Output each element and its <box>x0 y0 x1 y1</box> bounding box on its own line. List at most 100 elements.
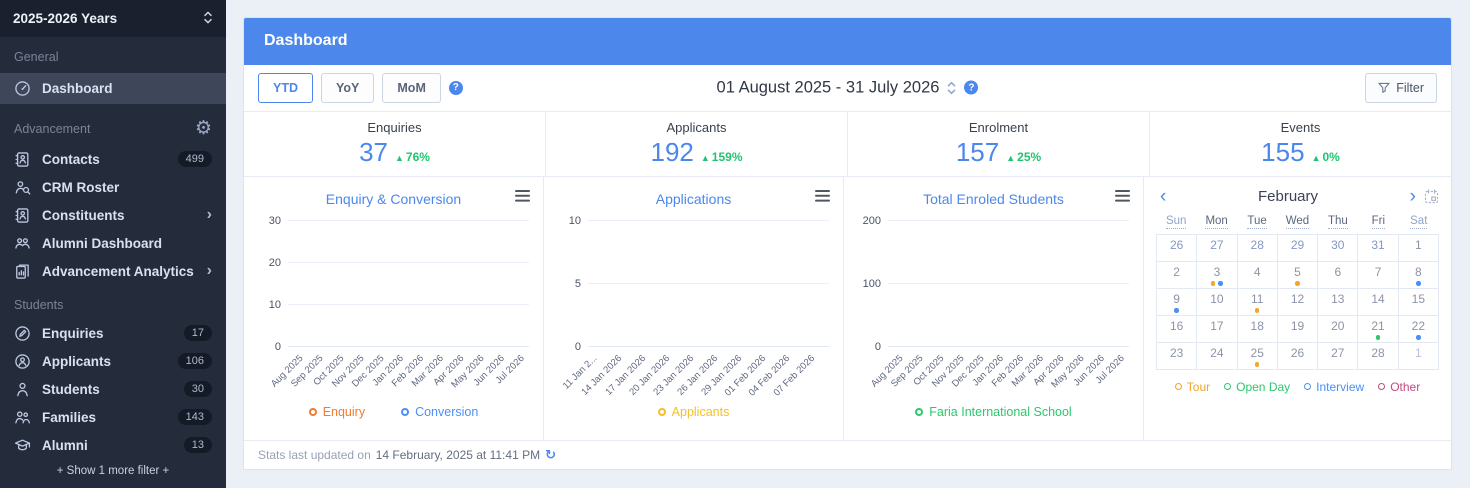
calendar-day-cell[interactable]: 1 <box>1398 342 1439 370</box>
gridline <box>588 219 829 221</box>
y-axis-tick-label: 5 <box>574 277 581 290</box>
sidebar: 2025-2026 Years General Dashboard Advancem… <box>0 0 226 488</box>
calendar-day-cell[interactable]: 10 <box>1197 288 1238 316</box>
calendar-day-cell[interactable]: 7 <box>1358 261 1399 289</box>
calendar-day-cell[interactable]: 21 <box>1358 315 1399 343</box>
sidebar-item-advancement-analytics[interactable]: Advancement Analytics › <box>0 257 226 285</box>
calendar-day-cell[interactable]: 20 <box>1318 315 1359 343</box>
period-button-ytd[interactable]: YTD <box>258 72 313 103</box>
calendar-day-cell[interactable]: 12 <box>1277 288 1319 316</box>
triangle-up-icon: ▲ <box>1311 152 1321 163</box>
calendar-day-cell[interactable]: 5 <box>1277 261 1319 289</box>
year-selector-label: 2025-2026 Years <box>13 11 118 26</box>
date-range-control: 01 August 2025 - 31 July 2026 ? <box>717 78 979 97</box>
calendar-day-cell[interactable]: 27 <box>1318 342 1359 370</box>
calendar-day-cell[interactable]: 11 <box>1237 288 1278 316</box>
sidebar-item-applicants[interactable]: Applicants 106 <box>0 347 226 375</box>
calendar-day-cell[interactable]: 15 <box>1398 288 1439 316</box>
legend-item-faria-international-school[interactable]: Faria International School <box>915 405 1072 419</box>
legend-marker <box>1224 383 1232 391</box>
sidebar-item-constituents[interactable]: Constituents › <box>0 201 226 229</box>
event-dots <box>1197 281 1236 286</box>
sidebar-item-enquiries[interactable]: Enquiries 17 <box>0 319 226 347</box>
funnel-icon <box>1378 82 1390 94</box>
sidebar-section-label: Students <box>0 285 226 319</box>
periods-help-icon[interactable]: ? <box>448 80 463 95</box>
calendar-day-cell[interactable]: 19 <box>1277 315 1319 343</box>
calendar-day-cell[interactable]: 18 <box>1237 315 1278 343</box>
calendar-day-cell[interactable]: 26 <box>1277 342 1319 370</box>
calendar-legend-item-open_day[interactable]: Open Day <box>1224 380 1290 394</box>
calendar-day-cell[interactable]: 1 <box>1398 234 1439 262</box>
calendar-day-cell[interactable]: 13 <box>1318 288 1359 316</box>
calendar-day-cell[interactable]: 29 <box>1277 234 1319 262</box>
sidebar-item-dashboard[interactable]: Dashboard <box>0 73 226 104</box>
sidebar-item-primary-decisions[interactable]: ✔ Primary Decisions <box>0 481 226 488</box>
calendar-day-cell[interactable]: 27 <box>1197 234 1238 262</box>
calendar-day-cell[interactable]: 2 <box>1157 261 1198 289</box>
gear-icon[interactable]: ⚙ <box>194 118 212 139</box>
date-help-icon[interactable]: ? <box>964 80 979 95</box>
sidebar-item-crm-roster[interactable]: CRM Roster <box>0 173 226 201</box>
sidebar-item-students[interactable]: Students 30 <box>0 375 226 403</box>
day-number: 17 <box>1210 318 1224 333</box>
legend-item-applicants[interactable]: Applicants <box>657 405 729 419</box>
calendar-day-cell[interactable]: 3 <box>1197 261 1238 289</box>
calendar-day-cell[interactable]: 17 <box>1197 315 1238 343</box>
calendar-legend-item-interview[interactable]: Interview <box>1304 380 1364 394</box>
legend-marker <box>915 407 924 416</box>
sidebar-item-contacts[interactable]: Contacts 499 <box>0 145 226 173</box>
calendar-prev-icon[interactable]: ‹ <box>1160 185 1167 207</box>
period-button-yoy[interactable]: YoY <box>321 72 375 103</box>
sidebar-item-label: Constituents <box>42 207 125 223</box>
calendar-legend-item-other[interactable]: Other <box>1378 380 1420 394</box>
chart-menu-icon[interactable] <box>815 189 831 207</box>
calendar-day-cell[interactable]: 23 <box>1157 342 1198 370</box>
sidebar-item-alumni[interactable]: Alumni 13 <box>0 431 226 459</box>
calendar-next-icon[interactable]: › <box>1409 185 1416 207</box>
calendar-day-cell[interactable]: 30 <box>1318 234 1359 262</box>
sidebar-item-label: Alumni Dashboard <box>42 235 163 251</box>
calendar-day-cell[interactable]: 16 <box>1157 315 1198 343</box>
legend-marker <box>401 407 410 416</box>
sidebar-section-label-text: Students <box>14 298 64 312</box>
show-more-filter[interactable]: + Show 1 more filter + <box>56 465 170 477</box>
stat-delta: ▲ 159% <box>701 150 743 164</box>
calendar-day-cell[interactable]: 25 <box>1237 342 1278 370</box>
refresh-icon[interactable]: ↻ <box>545 447 556 462</box>
event-dots <box>1399 335 1438 340</box>
y-axis-tick-label: 100 <box>862 277 881 290</box>
legend-item-enquiry[interactable]: Enquiry <box>308 405 365 419</box>
x-axis-labels: Aug 2025 Sep 2025 Oct 2025 Nov 2025 Dec 2025… <box>269 347 529 403</box>
date-stepper-icon[interactable] <box>946 79 957 96</box>
sidebar-item-label: CRM Roster <box>42 179 120 195</box>
calendar-day-cell[interactable]: 22 <box>1398 315 1439 343</box>
calendar-today-icon[interactable] <box>1424 188 1439 204</box>
calendar-day-cell[interactable]: 26 <box>1157 234 1198 262</box>
day-number: 5 <box>1294 264 1301 279</box>
calendar-day-cell[interactable]: 8 <box>1398 261 1439 289</box>
calendar-day-cell[interactable]: 14 <box>1358 288 1399 316</box>
calendar-day-cell[interactable]: 4 <box>1237 261 1278 289</box>
calendar-day-cell[interactable]: 9 <box>1157 288 1198 316</box>
chart-title: Total Enroled Students <box>923 190 1064 207</box>
calendar-day-cell[interactable]: 6 <box>1318 261 1359 289</box>
day-number: 12 <box>1290 291 1305 306</box>
weekday-label: Mon <box>1205 214 1228 229</box>
filter-button[interactable]: Filter <box>1365 72 1437 103</box>
stat-card-enrolment: Enrolment 157 ▲ 25% <box>848 112 1150 176</box>
calendar-legend-item-tour[interactable]: Tour <box>1174 380 1210 394</box>
calendar-day-cell[interactable]: 24 <box>1197 342 1238 370</box>
y-axis-tick-label: 0 <box>874 340 881 353</box>
sidebar-item-families[interactable]: Families 143 <box>0 403 226 431</box>
calendar-day-cell[interactable]: 28 <box>1358 342 1399 370</box>
sidebar-item-alumni-dashboard[interactable]: Alumni Dashboard <box>0 229 226 257</box>
legend-item-conversion[interactable]: Conversion <box>401 405 478 419</box>
day-number: 27 <box>1331 345 1345 360</box>
chart-menu-icon[interactable] <box>515 189 531 207</box>
chart-menu-icon[interactable] <box>1115 189 1131 207</box>
calendar-day-cell[interactable]: 31 <box>1358 234 1399 262</box>
period-button-mom[interactable]: MoM <box>382 72 441 103</box>
calendar-day-cell[interactable]: 28 <box>1237 234 1278 262</box>
year-selector[interactable]: 2025-2026 Years <box>0 0 226 37</box>
